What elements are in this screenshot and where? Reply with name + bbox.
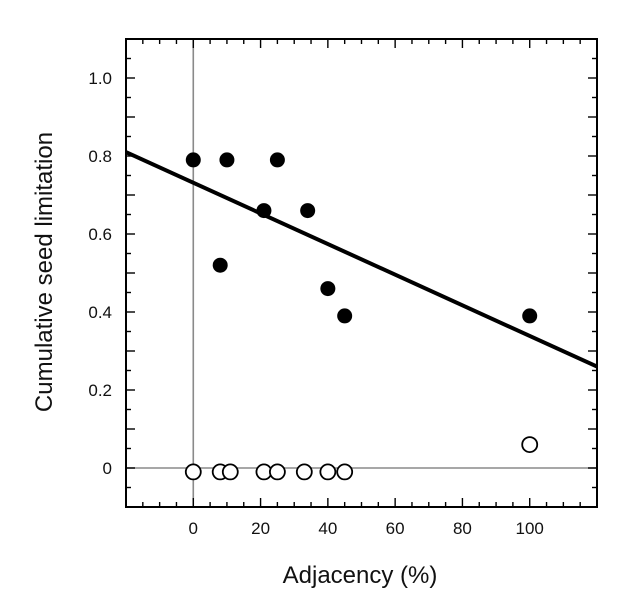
y-tick-label: 1.0 [88, 69, 112, 88]
x-tick-label: 60 [386, 519, 405, 538]
filled-point [185, 152, 201, 168]
filled-point [219, 152, 235, 168]
tick-labels: 0 20 40 60 80 100 0 0.2 0.4 0.6 0.8 1.0 [88, 69, 544, 538]
filled-point [522, 308, 538, 324]
axis-ticks [125, 38, 598, 508]
filled-point [212, 257, 228, 273]
open-point [295, 463, 313, 481]
fit-line [125, 150, 598, 369]
open-point [521, 436, 539, 454]
x-tick-label: 20 [251, 519, 270, 538]
plot-border [125, 38, 598, 508]
open-point [268, 463, 286, 481]
data-points [184, 152, 539, 481]
y-tick-label: 0.2 [88, 381, 112, 400]
x-tick-label: 80 [453, 519, 472, 538]
open-point [221, 463, 239, 481]
filled-point [256, 203, 272, 219]
y-tick-label: 0 [103, 459, 112, 478]
y-axis-title: Cumulative seed limitation [31, 132, 58, 412]
y-tick-label: 0.4 [88, 303, 112, 322]
x-tick-label: 40 [318, 519, 337, 538]
x-tick-label: 0 [189, 519, 198, 538]
filled-point [320, 281, 336, 297]
x-tick-label: 100 [516, 519, 544, 538]
y-tick-label: 0.8 [88, 147, 112, 166]
reference-lines [126, 39, 597, 507]
y-tick-label: 0.6 [88, 225, 112, 244]
filled-point [269, 152, 285, 168]
plot-frame [125, 38, 598, 508]
fit-line-group [125, 150, 598, 369]
open-point [319, 463, 337, 481]
open-point [184, 463, 202, 481]
open-point [336, 463, 354, 481]
filled-point [337, 308, 353, 324]
filled-point [300, 203, 316, 219]
x-axis-title: Adjacency (%) [283, 562, 438, 589]
